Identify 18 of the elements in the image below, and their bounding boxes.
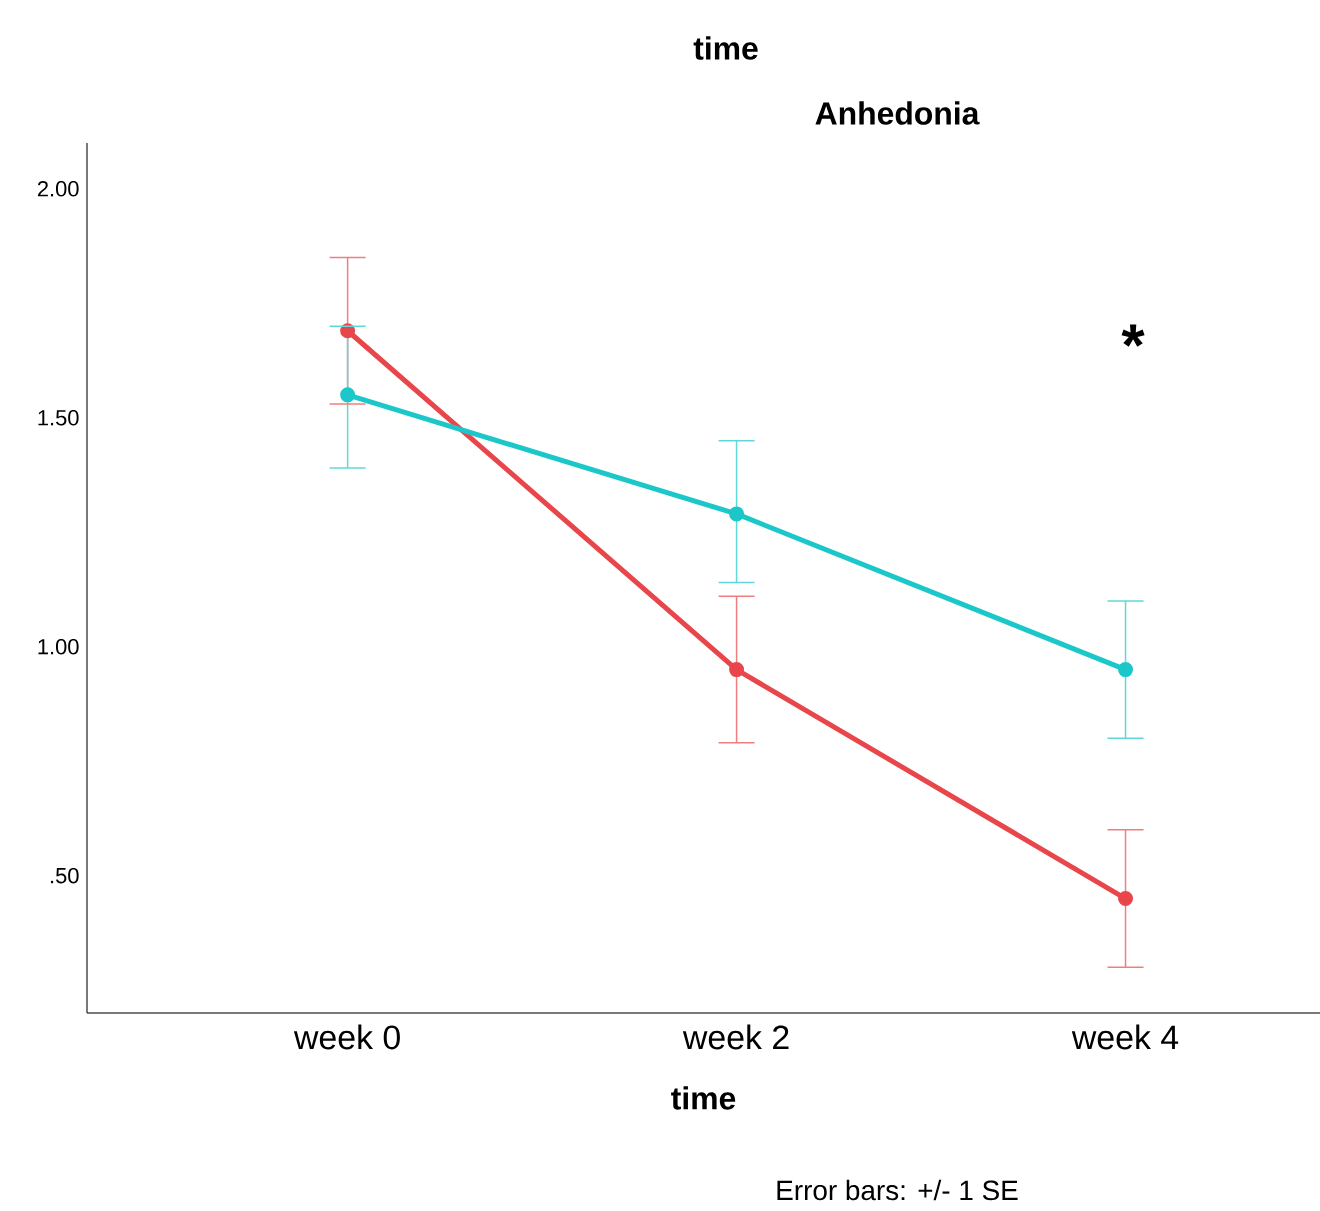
text: Error bars: +/- 1 SE — [777, 1179, 1018, 1201]
chart-title: time — [693, 36, 758, 60]
annotation: * — [1121, 324, 1145, 347]
x-tick-label: week 4 — [1071, 1024, 1179, 1050]
point — [1118, 662, 1134, 678]
y-tick-label: 1.00 — [38, 638, 79, 655]
y-tick-label: 1.50 — [38, 409, 79, 426]
point — [1118, 891, 1134, 907]
chart-subtitle: Anhedonia — [815, 101, 980, 125]
x-tick-label: week 2 — [682, 1024, 789, 1050]
point — [729, 506, 745, 522]
x-tick-label: week 0 — [293, 1024, 400, 1050]
point — [340, 387, 356, 403]
y-tick-label: .50 — [51, 867, 79, 884]
point — [340, 323, 356, 339]
point — [729, 662, 745, 678]
x-axis-title: time — [671, 1086, 736, 1110]
y-tick-label: 2.00 — [37, 181, 79, 197]
